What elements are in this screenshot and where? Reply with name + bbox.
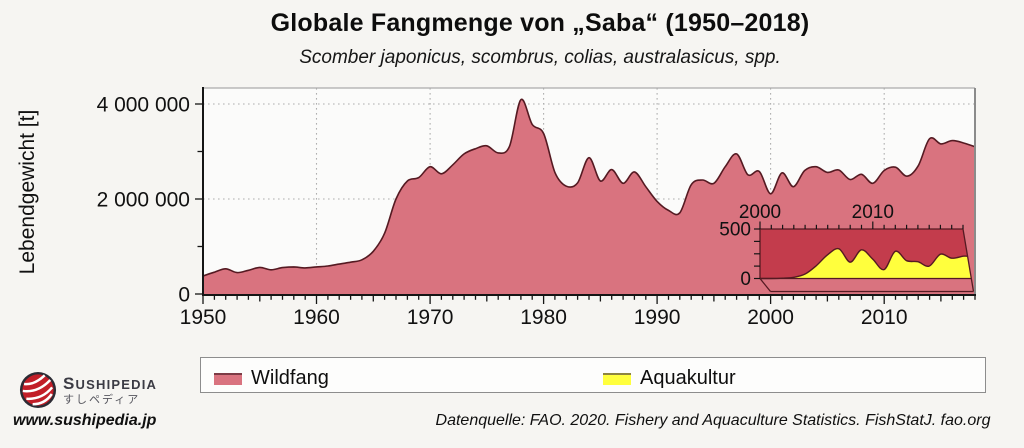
chart-subtitle: Scomber japonicus, scombrus, colias, aus… [299, 47, 781, 68]
brand-url-link[interactable]: www.sushipedia.jp [13, 412, 157, 429]
aquakultur-area-fill [760, 248, 972, 279]
inset-labels: 2000 2010 0 500 [719, 202, 894, 290]
svg-text:0: 0 [178, 283, 190, 306]
legend-label-wildfang: Wildfang [251, 367, 329, 389]
svg-text:1960: 1960 [293, 306, 340, 329]
brand-name-japanese: すしペディア [63, 394, 141, 406]
sushipedia-logo-icon [19, 371, 57, 409]
svg-text:500: 500 [719, 220, 751, 241]
chart-title: Globale Fangmenge von „Saba“ (1950–2018) [270, 9, 810, 37]
svg-text:2000: 2000 [739, 202, 781, 223]
data-source-note: Datenquelle: FAO. 2020. Fishery and Aqua… [435, 412, 991, 429]
svg-text:1990: 1990 [634, 306, 681, 329]
svg-text:2010: 2010 [852, 202, 894, 223]
legend-swatch-aquakultur [603, 372, 631, 385]
legend-item-wildfang: Wildfang [214, 367, 329, 390]
plot-frame [203, 87, 976, 295]
svg-text:1950: 1950 [180, 306, 227, 329]
svg-text:2010: 2010 [861, 306, 908, 329]
legend-label-aquakultur: Aquakultur [640, 367, 736, 389]
legend-item-aquakultur: Aquakultur [603, 367, 736, 390]
svg-text:4 000 000: 4 000 000 [97, 93, 190, 116]
axes [195, 87, 976, 304]
svg-text:2 000 000: 2 000 000 [97, 188, 190, 211]
legend: Wildfang Aquakultur [200, 357, 986, 393]
axis-tick-labels: 1950 1960 1970 1980 1990 2000 2010 0 2 000 000 4 … [97, 93, 908, 329]
inset-chart [754, 221, 975, 293]
legend-swatch-wildfang [214, 372, 242, 385]
y-axis-title: Lebendgewicht [t] [16, 109, 39, 275]
svg-text:2000: 2000 [747, 306, 794, 329]
brand-name: SUSHIPEDIA [63, 374, 158, 393]
wildfang-area-outline [202, 98, 976, 277]
svg-text:1980: 1980 [520, 306, 567, 329]
aquakultur-area-outline [759, 247, 968, 280]
svg-text:1970: 1970 [407, 306, 454, 329]
svg-text:0: 0 [740, 269, 751, 290]
